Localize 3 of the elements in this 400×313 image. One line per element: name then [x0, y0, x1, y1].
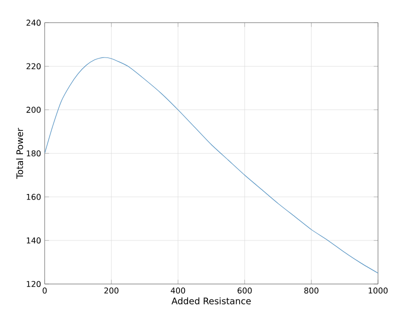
line-series: [44, 57, 378, 274]
y-axis-title: Total Power: [16, 128, 24, 179]
x-axis-title: Added Resistance: [172, 297, 251, 304]
